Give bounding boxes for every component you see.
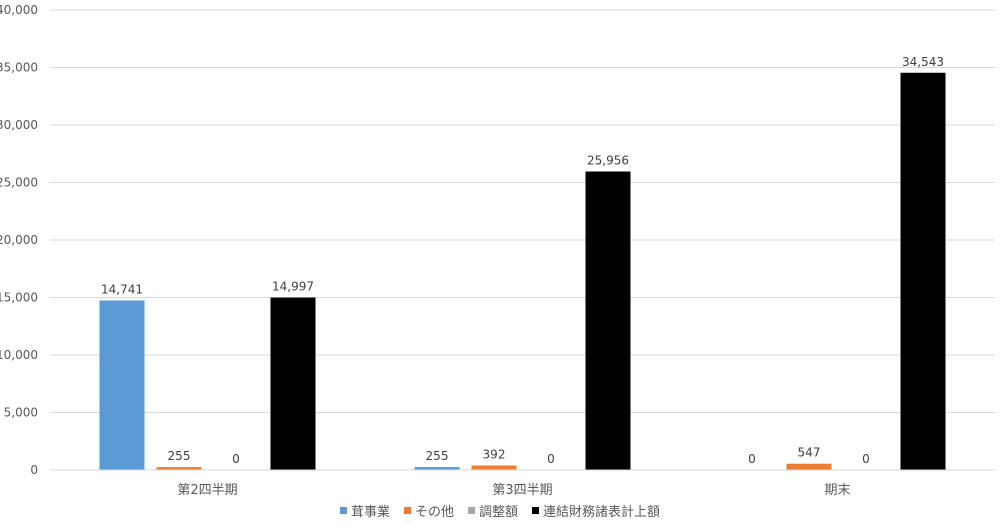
data-label: 25,956: [587, 154, 629, 168]
bar: [585, 171, 631, 471]
x-category-label: 第3四半期: [492, 483, 552, 498]
y-tick-label: 25,000: [0, 176, 38, 190]
data-label: 255: [168, 449, 191, 463]
data-label: 392: [483, 447, 506, 461]
bar: [414, 467, 460, 470]
legend-label: その他: [415, 505, 454, 520]
legend-label: 連結財務諸表計上額: [543, 504, 660, 520]
data-label: 14,997: [272, 280, 314, 294]
gridlines: [50, 9, 995, 413]
bar: [786, 463, 832, 470]
y-tick-label: 35,000: [0, 61, 38, 75]
data-label: 34,543: [902, 55, 944, 69]
y-tick-label: 10,000: [0, 348, 38, 362]
y-tick-label: 30,000: [0, 118, 38, 132]
legend-swatch: [468, 507, 476, 514]
data-label: 0: [547, 452, 555, 466]
bars: [99, 72, 946, 471]
x-axis-category-labels: 第2四半期 第3四半期 期末: [177, 483, 850, 498]
data-label: 14,741: [101, 282, 143, 296]
bar: [471, 465, 517, 470]
legend-swatch: [404, 507, 412, 514]
bar: [270, 297, 316, 470]
legend-label: 調整額: [479, 505, 518, 520]
y-axis-tick-labels: 0 5,000 10,000 15,000 20,000 25,000 30,000 35,0…: [0, 3, 38, 477]
legend-label: 茸事業: [351, 504, 390, 520]
y-tick-label: 40,000: [0, 3, 38, 17]
bar: [99, 300, 145, 470]
x-category-label: 期末: [824, 483, 850, 498]
bar: [900, 72, 946, 471]
data-labels: 14,741 255 0 14,997 255 392 0 25,956 0 547 0 34,543: [101, 55, 944, 466]
data-label: 0: [748, 452, 756, 466]
x-category-label: 第2四半期: [177, 483, 237, 498]
y-tick-label: 15,000: [0, 291, 38, 305]
legend-swatch: [532, 507, 540, 514]
legend: 茸事業 その他 調整額 連結財務諸表計上額: [340, 504, 660, 520]
bar: [156, 467, 202, 470]
y-tick-label: 20,000: [0, 233, 38, 247]
data-label: 0: [862, 452, 870, 466]
data-label: 547: [798, 446, 821, 460]
y-tick-label: 0: [30, 463, 38, 477]
legend-swatch: [340, 507, 347, 514]
y-tick-label: 5,000: [4, 406, 38, 420]
data-label: 255: [426, 449, 449, 463]
data-label: 0: [232, 452, 240, 466]
